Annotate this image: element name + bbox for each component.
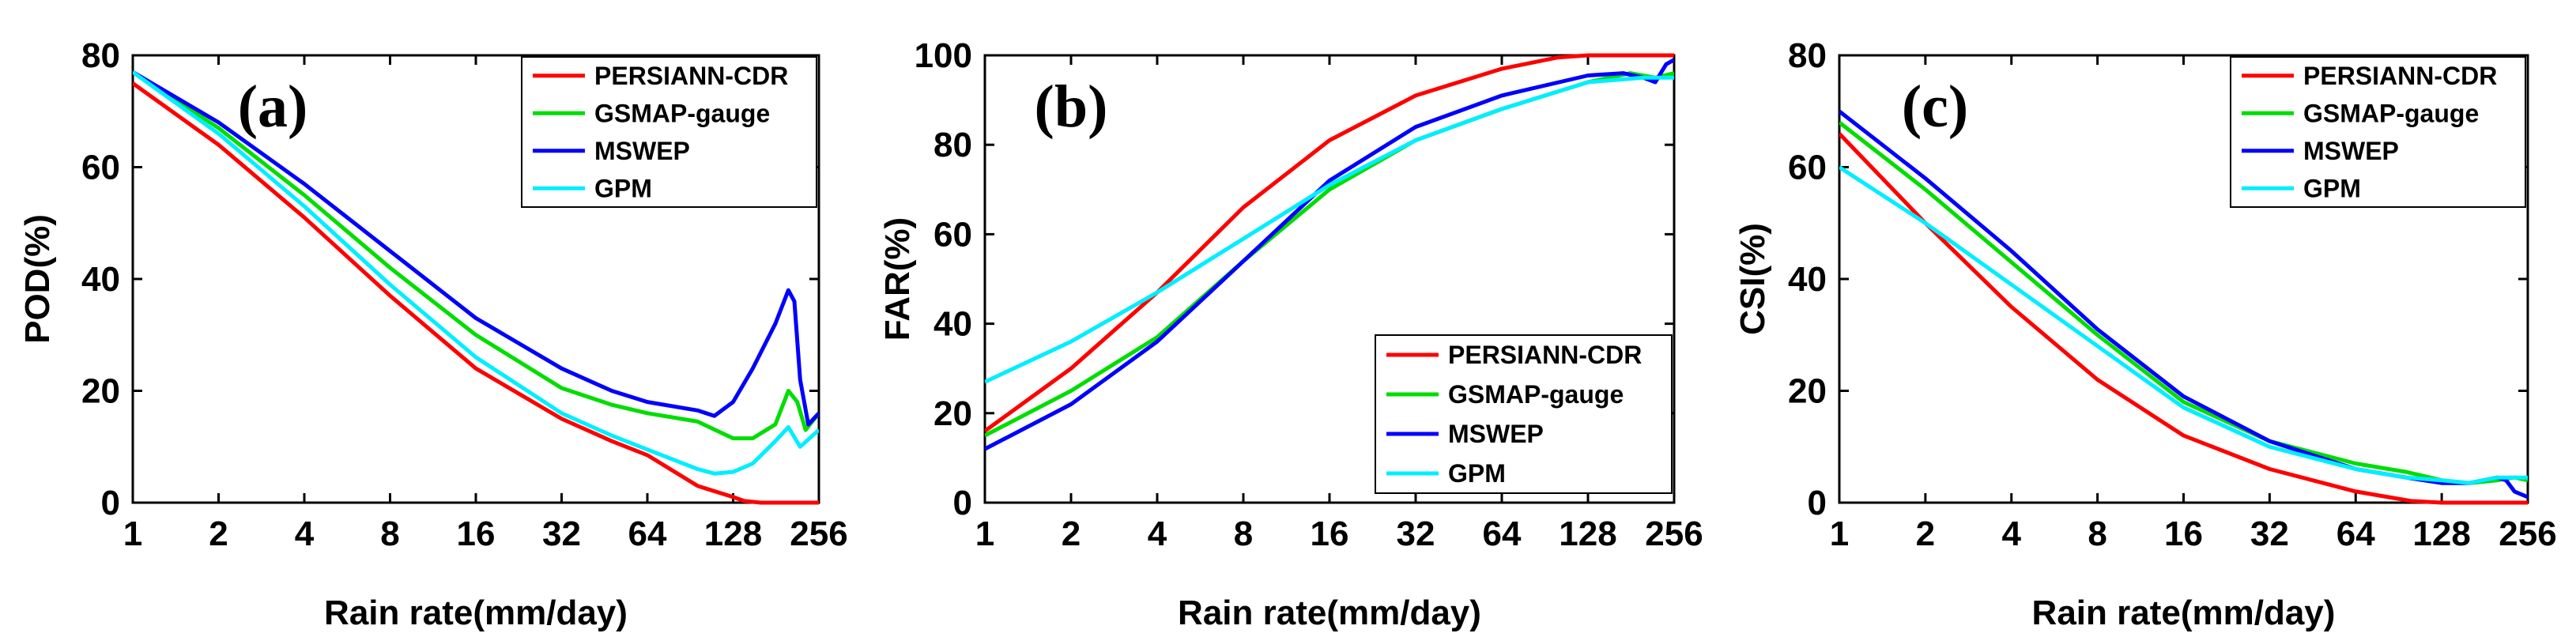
- chart-panel-2: 1 2 4 8 16 32 64 128 256 0 20 40 60 80 100 Rain rate(mm…: [878, 36, 1703, 632]
- y-axis-title: CSI(%): [1733, 223, 1772, 335]
- panel-label: (b): [1035, 74, 1108, 140]
- legend: PERSIANN-CDR GSMAP-gauge MSWEP GPM: [1375, 334, 1673, 494]
- x-tick-label: 2: [1916, 514, 1935, 553]
- x-tick-label: 64: [1483, 514, 1522, 553]
- chart-panel-3: 1 2 4 8 16 32 64 128 256 0 20 40 60 80 Rain rate(mm/da…: [1733, 36, 2557, 632]
- legend-label: MSWEP: [594, 137, 690, 165]
- y-tick-label: 80: [933, 126, 972, 164]
- legend-box: [521, 56, 817, 208]
- x-tick-label: 4: [295, 514, 315, 553]
- y-tick-label: 60: [81, 149, 120, 187]
- y-tick-label: 80: [1788, 36, 1827, 75]
- legend-label: GPM: [594, 174, 652, 202]
- legend-label: GSMAP-gauge: [1448, 380, 1624, 409]
- series-line-gpm: [1839, 165, 2528, 485]
- x-tick-label: 4: [1148, 514, 1167, 553]
- y-tick-label: 0: [101, 484, 120, 522]
- series-line-mswep: [133, 70, 819, 427]
- x-tick-label: 128: [704, 514, 762, 553]
- series-line-gsmap-gauge: [1839, 120, 2528, 485]
- legend-label: PERSIANN-CDR: [2303, 62, 2497, 90]
- legend-label: GSMAP-gauge: [2303, 99, 2479, 127]
- y-tick-label: 40: [933, 305, 972, 344]
- legend-label: GPM: [1448, 459, 1506, 488]
- series-line-persiann-cdr: [133, 81, 819, 505]
- x-tick-label: 8: [2088, 514, 2106, 553]
- y-tick-label: 20: [81, 372, 120, 411]
- legend: PERSIANN-CDR GSMAP-gauge MSWEP GPM: [2230, 56, 2526, 208]
- x-tick-label: 2: [209, 514, 228, 553]
- y-axis-title: POD(%): [18, 214, 57, 344]
- x-tick-label: 2: [1062, 514, 1081, 553]
- y-tick-label: 80: [81, 36, 120, 75]
- x-tick-label: 1: [1830, 514, 1849, 553]
- legend-label: PERSIANN-CDR: [1448, 341, 1642, 369]
- x-tick-label: 1: [123, 514, 142, 553]
- legend: PERSIANN-CDR GSMAP-gauge MSWEP GPM: [521, 56, 817, 208]
- y-tick-label: 100: [915, 36, 972, 75]
- series-line-gsmap-gauge: [133, 70, 819, 441]
- x-tick-label: 8: [1234, 514, 1253, 553]
- y-tick-label: 60: [1788, 149, 1827, 187]
- x-tick-label: 64: [2337, 514, 2375, 553]
- panel-label: (c): [1902, 74, 1968, 140]
- y-tick-label: 0: [1808, 484, 1827, 522]
- y-tick-label: 40: [81, 260, 120, 299]
- y-axis-title: FAR(%): [878, 217, 917, 341]
- legend-label: MSWEP: [2303, 137, 2399, 165]
- legend-label: GPM: [2303, 174, 2361, 202]
- legend-label: MSWEP: [1448, 420, 1544, 448]
- x-tick-label: 16: [2164, 514, 2203, 553]
- x-tick-label: 4: [2002, 514, 2022, 553]
- y-tick-label: 0: [953, 484, 972, 522]
- x-tick-label: 16: [1311, 514, 1349, 553]
- y-tick-label: 40: [1788, 260, 1827, 299]
- x-axis-title: Rain rate(mm/day): [324, 594, 628, 632]
- y-tick-label: 20: [1788, 372, 1827, 411]
- x-tick-label: 1: [975, 514, 994, 553]
- x-tick-label: 32: [2250, 514, 2289, 553]
- series-line-gpm: [985, 75, 1674, 384]
- x-tick-label: 128: [1559, 514, 1616, 553]
- x-tick-label: 64: [628, 514, 667, 553]
- y-tick-label: 60: [933, 215, 972, 254]
- legend-label: GSMAP-gauge: [594, 99, 770, 127]
- x-tick-label: 32: [1397, 514, 1435, 553]
- series-line-persiann-cdr: [1839, 132, 2528, 505]
- chart-panel-1: 1 2 4 8 16 32 64 128 256 0 20 40 60 80 Rain rate(mm/da…: [18, 36, 848, 632]
- x-tick-label: 16: [457, 514, 496, 553]
- x-tick-label: 128: [2412, 514, 2470, 553]
- y-tick-label: 20: [933, 394, 972, 433]
- legend-box: [1375, 334, 1673, 494]
- x-tick-label: 32: [542, 514, 581, 553]
- series-line-mswep: [985, 58, 1674, 451]
- series-line-gpm: [133, 70, 819, 476]
- x-tick-label: 256: [2499, 514, 2556, 553]
- series-line-persiann-cdr: [985, 53, 1674, 433]
- x-axis-title: Rain rate(mm/day): [2032, 594, 2336, 632]
- x-tick-label: 8: [380, 514, 399, 553]
- legend-label: PERSIANN-CDR: [594, 62, 788, 90]
- x-axis-title: Rain rate(mm/day): [1178, 594, 1481, 632]
- panel-label: (a): [238, 74, 308, 140]
- x-tick-label: 256: [790, 514, 847, 553]
- x-tick-label: 256: [1645, 514, 1703, 553]
- legend-box: [2230, 56, 2526, 208]
